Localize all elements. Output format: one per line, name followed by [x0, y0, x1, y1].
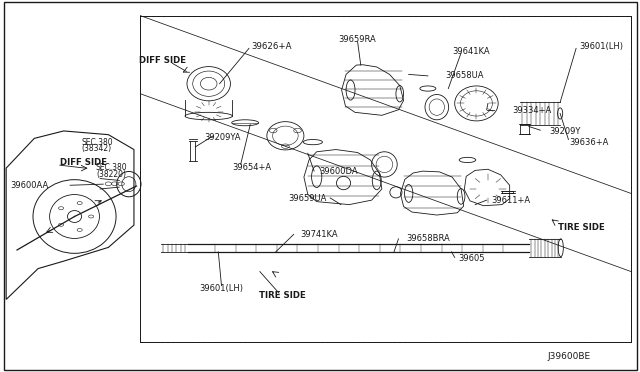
- Text: 39658UA: 39658UA: [445, 71, 484, 80]
- Text: 39334+A: 39334+A: [512, 106, 552, 115]
- Text: 39641KA: 39641KA: [452, 47, 490, 56]
- Text: 39601(LH): 39601(LH): [200, 284, 243, 293]
- Text: 39654+A: 39654+A: [232, 163, 271, 172]
- Text: 39611+A: 39611+A: [492, 196, 531, 205]
- Text: 39658BRA: 39658BRA: [407, 234, 451, 243]
- Text: SEC.380: SEC.380: [95, 163, 127, 172]
- Text: 39605: 39605: [458, 254, 484, 263]
- Text: DIFF SIDE: DIFF SIDE: [139, 56, 186, 65]
- Text: 39600DA: 39600DA: [319, 167, 358, 176]
- Text: (38220): (38220): [96, 170, 126, 179]
- Bar: [140, 16, 631, 342]
- Text: 39636+A: 39636+A: [570, 138, 609, 147]
- Text: 39209YA: 39209YA: [204, 133, 241, 142]
- Text: 39626+A: 39626+A: [252, 42, 292, 51]
- Text: 39601(LH): 39601(LH): [579, 42, 623, 51]
- Text: TIRE SIDE: TIRE SIDE: [558, 223, 605, 232]
- Text: DIFF SIDE: DIFF SIDE: [60, 158, 107, 167]
- Text: 39209Y: 39209Y: [549, 127, 580, 136]
- Text: (38342): (38342): [82, 144, 112, 153]
- Text: TIRE SIDE: TIRE SIDE: [259, 291, 305, 300]
- Text: SEC.380: SEC.380: [81, 138, 113, 147]
- Text: 39659UA: 39659UA: [289, 194, 327, 203]
- Text: J39600BE: J39600BE: [547, 352, 590, 361]
- Text: 39600AA: 39600AA: [11, 181, 49, 190]
- Text: 39741KA: 39741KA: [300, 230, 338, 239]
- Text: 39659RA: 39659RA: [339, 35, 376, 44]
